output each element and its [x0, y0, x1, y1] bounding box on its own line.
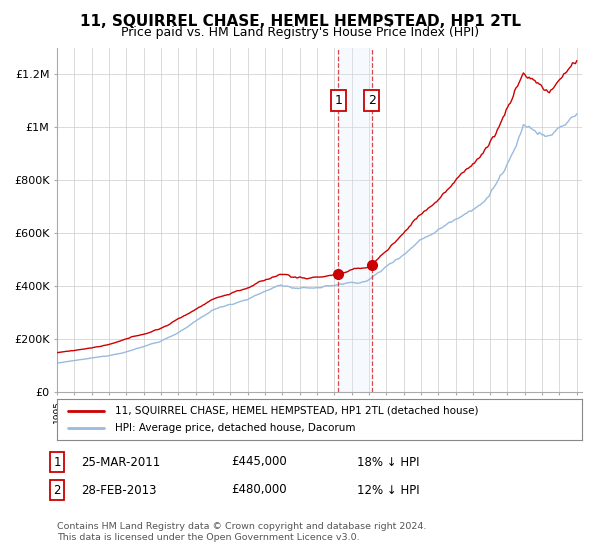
Text: 1: 1 — [334, 94, 342, 107]
Text: HPI: Average price, detached house, Dacorum: HPI: Average price, detached house, Daco… — [115, 423, 355, 433]
Text: Price paid vs. HM Land Registry's House Price Index (HPI): Price paid vs. HM Land Registry's House … — [121, 26, 479, 39]
Text: 28-FEB-2013: 28-FEB-2013 — [81, 483, 157, 497]
Bar — [338, 48, 371, 392]
Text: This data is licensed under the Open Government Licence v3.0.: This data is licensed under the Open Gov… — [57, 533, 359, 542]
Text: £445,000: £445,000 — [231, 455, 287, 469]
Text: 11, SQUIRREL CHASE, HEMEL HEMPSTEAD, HP1 2TL: 11, SQUIRREL CHASE, HEMEL HEMPSTEAD, HP1… — [79, 14, 521, 29]
Text: 2: 2 — [368, 94, 376, 107]
Text: 11, SQUIRREL CHASE, HEMEL HEMPSTEAD, HP1 2TL (detached house): 11, SQUIRREL CHASE, HEMEL HEMPSTEAD, HP1… — [115, 405, 478, 416]
Text: 18% ↓ HPI: 18% ↓ HPI — [357, 455, 419, 469]
Text: 12% ↓ HPI: 12% ↓ HPI — [357, 483, 419, 497]
Text: 25-MAR-2011: 25-MAR-2011 — [81, 455, 160, 469]
Text: Contains HM Land Registry data © Crown copyright and database right 2024.: Contains HM Land Registry data © Crown c… — [57, 522, 427, 531]
Text: £480,000: £480,000 — [231, 483, 287, 497]
Text: 1: 1 — [53, 455, 61, 469]
Text: 2: 2 — [53, 483, 61, 497]
